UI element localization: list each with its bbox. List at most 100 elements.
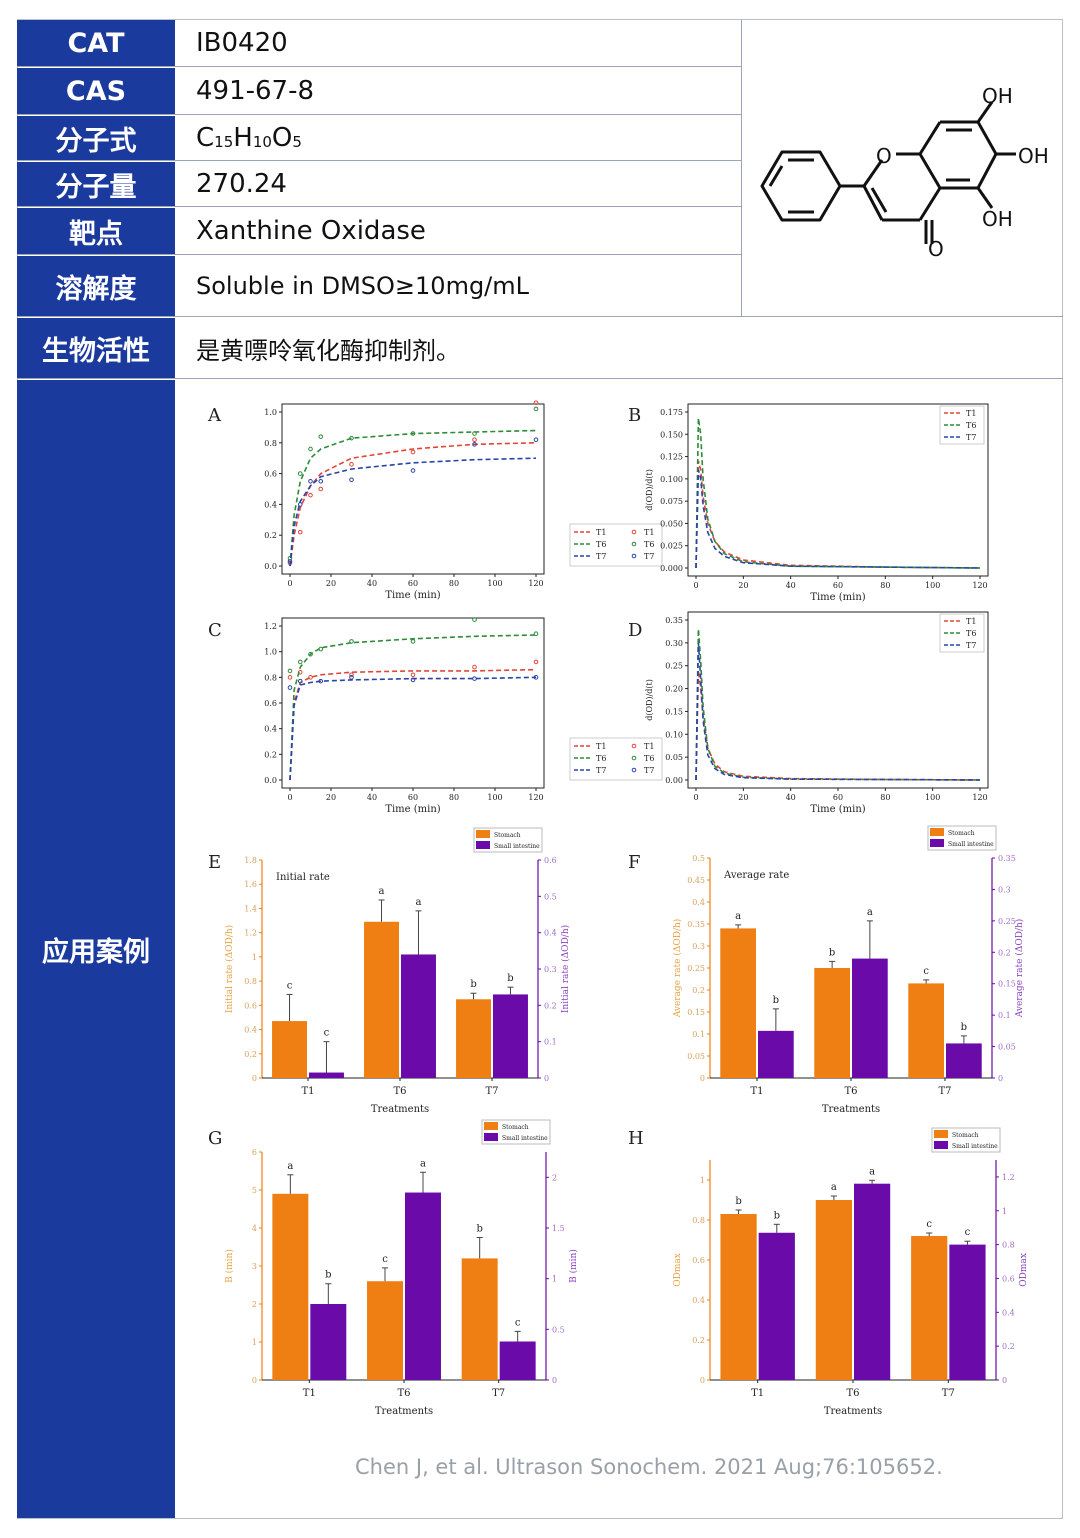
x-tick-label-a: 60 (408, 579, 418, 588)
left-tick-label-g: 1 (252, 1338, 257, 1347)
significance-letter-g: c (515, 1317, 521, 1328)
panel-letter-h: H (628, 1128, 644, 1149)
x-tick-label-a: 0 (287, 579, 292, 588)
series-line-b-t6 (695, 418, 981, 569)
left-tick-label-e: 0.2 (244, 1050, 257, 1059)
right-tick-label-g: 0 (552, 1376, 557, 1385)
significance-letter-e: c (324, 1028, 330, 1039)
x-tick-label-d: 40 (786, 793, 796, 802)
y-tick-label-b: 0.150 (660, 430, 683, 439)
right-tick-label-e: 0.5 (544, 892, 557, 901)
legend-label-b: T7 (966, 433, 976, 442)
y-tick-label-c: 1.2 (264, 622, 277, 631)
data-point-a-t7 (349, 477, 354, 483)
x-axis-label-h: Treatments (824, 1406, 882, 1417)
category-label-h: T1 (751, 1388, 764, 1399)
x-tick-label-d: 60 (833, 793, 843, 802)
significance-letter-f: a (867, 907, 873, 918)
legend-marker-label-a: T7 (644, 552, 654, 561)
data-point-a-t7 (308, 479, 313, 484)
data-point-a-t7 (287, 559, 293, 564)
significance-letter-e: a (379, 886, 385, 897)
data-point-a-t7 (533, 437, 539, 443)
series-line-d-t1 (695, 670, 981, 781)
legend-label-b: T6 (966, 421, 976, 430)
right-tick-label-h: 0.8 (1002, 1241, 1015, 1250)
legend-label-d: T7 (966, 641, 976, 650)
legend-label-intestine-g: Small intestine (502, 1135, 548, 1142)
left-tick-label-g: 6 (252, 1148, 257, 1157)
bar-f-t7-small-intestine (946, 1043, 982, 1078)
bar-g-t7-small-intestine (499, 1341, 536, 1380)
left-tick-label-e: 1.6 (244, 880, 257, 889)
x-tick-label-c: 20 (326, 793, 336, 802)
left-tick-label-e: 0.4 (244, 1026, 257, 1035)
y-tick-label-b: 0.125 (660, 453, 683, 462)
right-tick-label-e: 0.6 (544, 856, 557, 865)
legend-label-c: T6 (596, 754, 606, 763)
right-tick-label-f: 0.15 (998, 980, 1016, 989)
left-tick-label-e: 1.4 (244, 904, 257, 913)
right-tick-label-f: 0.25 (998, 917, 1016, 926)
right-axis-label-e: Initial rate (ΔOD/h) (560, 925, 571, 1013)
data-point-c-t6 (308, 651, 313, 657)
x-tick-label-b: 40 (786, 581, 796, 590)
right-tick-label-h: 0.2 (1002, 1342, 1015, 1351)
legend-label-stomach-e: Stomach (494, 832, 521, 839)
right-tick-label-f: 0.2 (998, 948, 1011, 957)
data-point-c-t6 (410, 639, 416, 644)
panel-letter-e: E (208, 852, 221, 873)
significance-letter-g: c (382, 1254, 388, 1265)
left-tick-label-e: 0.6 (244, 1001, 257, 1010)
x-tick-label-c: 60 (408, 793, 418, 802)
y-tick-label-a: 0.2 (264, 531, 277, 540)
chart-title-f: Average rate (723, 870, 789, 881)
y-tick-label-c: 0.8 (264, 673, 277, 682)
left-tick-label-g: 2 (252, 1300, 257, 1309)
legend-box-c (569, 737, 663, 781)
x-tick-label-d: 120 (972, 793, 987, 802)
bar-h-t6-small-intestine (854, 1183, 891, 1380)
left-tick-label-f: 0.5 (692, 854, 705, 863)
significance-letter-h: b (774, 1210, 780, 1221)
category-label-g: T7 (492, 1388, 505, 1399)
series-line-b-t1 (695, 460, 981, 569)
y-tick-label-b: 0.100 (660, 475, 683, 484)
key-formula: 分子式 (17, 116, 175, 160)
data-point-a-t1 (533, 400, 539, 406)
data-point-c-t6 (533, 631, 539, 636)
category-label-g: T1 (303, 1388, 316, 1399)
legend-marker-label-a: T1 (644, 528, 654, 537)
legend-label-a: T7 (596, 552, 606, 561)
y-tick-label-d: 0.10 (665, 730, 683, 739)
significance-letter-g: b (476, 1224, 482, 1235)
x-axis-label-a: Time (min) (385, 590, 440, 601)
left-tick-label-h: 0.8 (692, 1216, 705, 1225)
x-tick-label-b: 20 (738, 581, 748, 590)
carbonyl-oxygen-label: O (928, 237, 944, 261)
left-tick-label-h: 1 (700, 1176, 705, 1185)
bar-f-t6-stomach (814, 968, 850, 1078)
y-tick-label-d: 0.25 (665, 662, 683, 671)
significance-letter-e: b (507, 973, 513, 984)
legend-label-a: T1 (596, 528, 606, 537)
data-point-a-t6 (287, 556, 293, 561)
y-tick-label-b: 0.050 (660, 519, 683, 528)
formula-o: O (271, 123, 293, 153)
value-solubility: Soluble in DMSO≥10mg/mL (196, 272, 530, 300)
panel-letter-c: C (208, 620, 222, 641)
x-tick-label-b: 120 (972, 581, 987, 590)
left-tick-label-g: 0 (252, 1376, 257, 1385)
left-tick-label-g: 5 (252, 1186, 257, 1195)
legend-marker-a (631, 541, 637, 547)
x-tick-label-b: 80 (880, 581, 890, 590)
data-point-c-t6 (287, 668, 293, 674)
x-tick-label-d: 0 (693, 793, 698, 802)
y-tick-label-c: 1.0 (264, 648, 277, 657)
significance-letter-e: c (287, 980, 293, 991)
legend-label-intestine-f: Small intestine (948, 841, 994, 848)
category-label-f: T6 (844, 1086, 857, 1097)
data-point-c-t1 (410, 672, 416, 678)
x-tick-label-b: 100 (925, 581, 940, 590)
category-label-e: T7 (485, 1086, 498, 1097)
